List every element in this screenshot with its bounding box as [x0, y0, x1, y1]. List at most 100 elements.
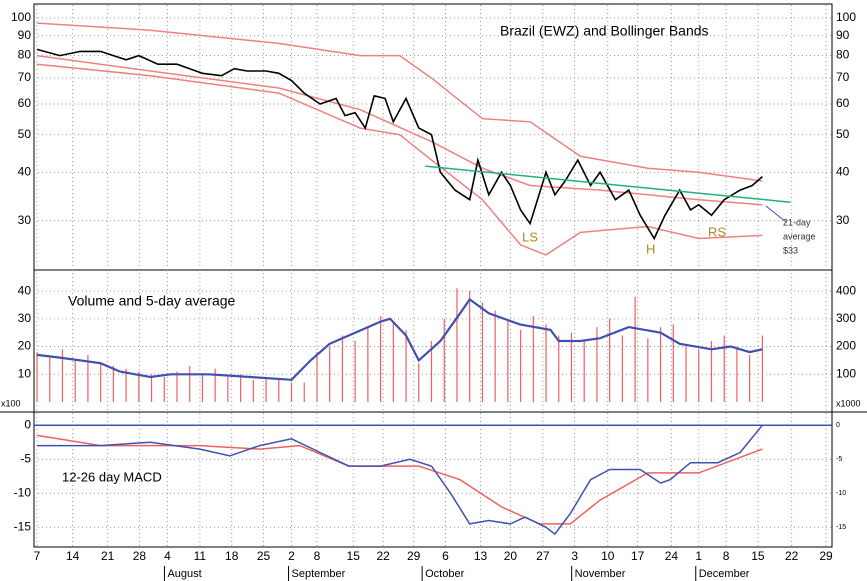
y-tick-label: 60 [836, 96, 850, 110]
y-tick-label: 400 [836, 283, 856, 297]
x-tick-label: 6 [442, 549, 449, 563]
x-tick-label: 28 [133, 549, 147, 563]
series-line [36, 434, 763, 525]
volume-bar [545, 324, 547, 402]
y-tick-label: 40 [18, 164, 32, 178]
volume-bar [240, 374, 242, 402]
y-tick-label: 20 [18, 339, 32, 353]
y-tick-label: 300 [836, 311, 856, 325]
volume-bar [443, 318, 445, 402]
x-tick-label: 24 [665, 549, 679, 563]
volume-bar [74, 360, 76, 402]
y-tick-label: 90 [18, 28, 32, 42]
x-tick-label: 14 [66, 549, 80, 563]
x-tick-label: 17 [631, 549, 645, 563]
annotation: H [646, 241, 655, 256]
y-tick-label: 80 [18, 48, 32, 62]
x-tick-label: 7 [34, 549, 41, 563]
volume-bar [494, 310, 496, 402]
x-tick-label: 29 [819, 549, 833, 563]
volume-bar [481, 302, 484, 402]
y-tick-label: 50 [836, 127, 850, 141]
volume-bar [672, 324, 674, 402]
month-label: October [425, 568, 464, 580]
month-label: August [167, 568, 201, 580]
volume-bar [163, 377, 165, 402]
annotation: RS [708, 224, 726, 239]
volume-bar [647, 338, 649, 402]
volume-bar [723, 335, 725, 402]
month-label: December [699, 568, 750, 580]
x-tick-label: 11 [194, 549, 207, 563]
volume-bar [214, 368, 216, 402]
x-tick-label: 15 [347, 549, 361, 563]
y-tick-label: 70 [18, 70, 32, 84]
volume-bar [189, 365, 191, 402]
x-tick-label: 1 [695, 549, 702, 563]
volume-bar [303, 382, 305, 402]
plot-frame [33, 3, 833, 548]
panel-title: Volume and 5-day average [68, 293, 236, 309]
volume-bar [659, 327, 662, 402]
panel-title: 12-26 day MACD [62, 469, 162, 484]
y-tick-label: 100 [836, 10, 856, 24]
volume-bar [583, 341, 585, 402]
x-tick-label: 15 [751, 549, 765, 563]
y-tick-label: 80 [836, 48, 850, 62]
series-line [36, 63, 763, 256]
y-tick-label: 100 [11, 10, 31, 24]
volume-bar [698, 349, 700, 402]
y-tick-label: 0 [836, 422, 840, 429]
volume-bar [61, 349, 64, 402]
volume-bar [430, 341, 433, 402]
volume-bar [392, 321, 394, 402]
y-tick-label: 50 [18, 127, 32, 141]
volume-bar [456, 288, 458, 402]
y-tick-label: 70 [836, 70, 850, 84]
annotation: $33 [783, 245, 798, 255]
y-tick-label: -10 [836, 490, 846, 497]
volume-bar [570, 332, 573, 402]
y-tick-label: 30 [18, 311, 32, 325]
y-tick-label: -5 [836, 456, 842, 463]
x-tick-label: 25 [257, 549, 271, 563]
series-line [37, 424, 763, 536]
volume-bar [379, 316, 382, 402]
volume-bar [685, 346, 687, 402]
volume-bar [290, 382, 293, 402]
volume-bar [100, 363, 102, 402]
volume-bar [609, 318, 611, 402]
x-tick-label: 20 [504, 549, 518, 563]
volume-bar [227, 377, 229, 402]
y-tick-label: 10 [18, 366, 32, 380]
annotation: 21-day [783, 217, 811, 227]
volume-bar [405, 329, 407, 402]
volume-bar [634, 296, 636, 402]
month-label: September [292, 568, 346, 580]
annotation: average [783, 231, 816, 241]
panel-title: Brazil (EWZ) and Bollinger Bands [500, 23, 709, 39]
y-tick-label: 40 [18, 283, 32, 297]
y-axis-unit: x100 [1, 398, 21, 408]
y-tick-label: 60 [18, 96, 32, 110]
y2-axis-unit: x1000 [836, 398, 861, 408]
volume-bar [329, 346, 331, 402]
volume-bar [749, 354, 751, 402]
y-tick-label: -15 [14, 519, 32, 533]
volume-bar [252, 379, 254, 402]
volume-bar [519, 329, 522, 402]
x-tick-label: 21 [101, 549, 115, 563]
x-tick-label: 22 [785, 549, 799, 563]
x-tick-label: 10 [601, 549, 615, 563]
x-tick-label: 4 [164, 549, 171, 563]
volume-bar [278, 379, 280, 402]
series-line [36, 22, 763, 182]
volume-bar [36, 352, 38, 402]
x-tick-label: 3 [571, 549, 578, 563]
x-tick-label: 8 [314, 549, 321, 563]
x-tick-label: 22 [376, 549, 390, 563]
volume-bar [621, 335, 623, 402]
volume-bar [125, 368, 127, 402]
annotation-pointer [765, 205, 787, 223]
